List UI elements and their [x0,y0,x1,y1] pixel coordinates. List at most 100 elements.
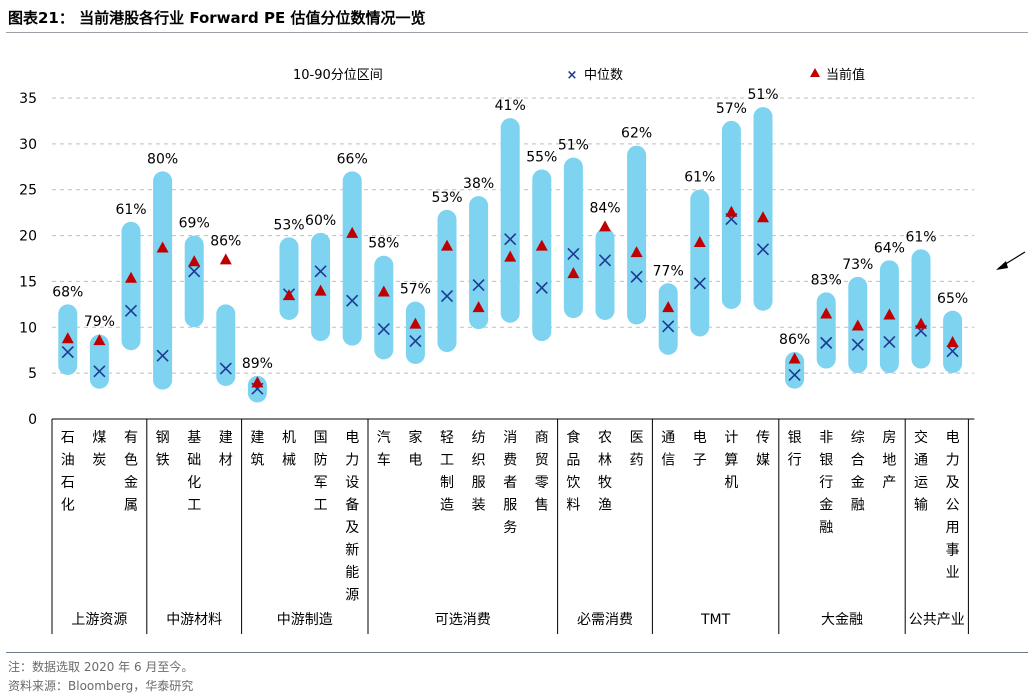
percentile-label: 61% [905,229,936,245]
percentile-label: 65% [937,291,968,307]
percentile-label: 51% [558,138,589,154]
current-marker [567,267,580,279]
percentile-label: 60% [305,213,336,229]
current-marker [725,205,738,217]
current-marker [125,271,137,283]
current-marker [251,376,264,388]
percentile-label: 86% [779,332,810,348]
industry-label: 家电 [408,429,422,469]
industry-label: 农林牧渔 [598,430,612,514]
range-bar [342,171,362,346]
current-marker [630,246,643,258]
industry-label: 非银行金融 [819,430,833,536]
industry-label: 消费者服务 [503,430,517,536]
pointer-arrow-head [996,261,1008,270]
industry-label: 钢铁 [156,430,170,469]
percentile-label: 80% [147,151,178,167]
median-marker [93,365,106,378]
percentile-label: 69% [179,216,210,232]
y-tick-label: 0 [28,412,37,428]
current-marker [915,317,927,329]
range-bar [374,255,394,360]
median-marker [124,304,138,317]
current-marker [314,284,327,296]
range-bar [153,171,173,390]
current-marker [409,317,422,329]
range-bar [627,145,647,325]
industry-label: 银行 [788,430,802,469]
range-bar [437,209,457,353]
y-tick-label: 20 [19,229,37,245]
percentile-label: 55% [526,150,557,166]
industry-label: 机械 [282,430,296,469]
source-note: 资料来源：Bloomberg，华泰研究 [8,679,194,693]
current-marker [377,285,390,297]
footer-divider [6,652,1028,653]
median-marker [156,349,169,362]
group-label: 可选消费 [435,612,491,628]
legend-current-marker [810,68,820,77]
median-marker [820,336,833,349]
current-marker [472,301,485,313]
median-marker [662,320,675,333]
current-marker [219,253,232,265]
percentile-label: 79% [84,314,115,330]
percentile-label: 89% [242,356,273,372]
industry-label: 房地产 [882,430,896,491]
industry-label: 电子 [693,430,707,469]
percentile-label: 41% [495,98,526,114]
percentile-label: 51% [747,87,778,103]
current-marker [188,255,201,267]
current-marker [693,235,706,247]
industry-label: 交通运输 [914,429,928,514]
percentile-label: 62% [621,126,652,142]
percentile-label: 53% [273,217,304,233]
industry-label: 综合金融 [851,430,865,514]
industry-label: 轻工制造 [440,430,454,514]
median-marker [788,368,801,382]
median-marker [188,265,201,278]
industry-label: 汽车 [377,430,391,469]
percentile-label: 64% [874,240,905,256]
industry-label: 计算机 [724,430,738,491]
range-bar [816,292,836,369]
range-bar [121,221,141,351]
figure-title: 图表21： 当前港股各行业 Forward PE 估值分位数情况一览 [8,9,426,27]
industry-label: 传媒 [756,430,770,469]
median-marker [314,265,327,278]
y-tick-label: 35 [19,91,37,107]
legend-median-marker: × [567,68,578,83]
range-bar [563,157,583,319]
legend-label-current: 当前值 [826,67,865,83]
group-label: 中游材料 [166,612,222,628]
median-marker [440,290,454,303]
industry-label: 石油石化 [61,430,75,514]
current-marker [662,301,675,313]
industry-label: 煤炭 [92,430,106,469]
group-label: 上游资源 [71,612,127,628]
range-bar [405,301,425,364]
median-marker [851,338,864,351]
range-bar [911,249,931,369]
range-bar [658,283,678,355]
median-marker [377,323,390,336]
y-tick-label: 25 [19,183,37,199]
figure-header: 图表21： 当前港股各行业 Forward PE 估值分位数情况一览 [0,0,1035,34]
current-marker [504,250,517,262]
median-marker [567,247,580,260]
median-marker [535,281,548,294]
percentile-label: 57% [716,101,747,117]
percentile-label: 84% [589,200,620,216]
industry-label: 国防军工 [314,430,328,514]
current-marker [883,308,896,320]
median-marker [61,345,74,359]
industry-label: 食品饮料 [566,429,580,514]
median-marker [693,277,706,290]
percentile-label: 57% [400,282,431,298]
industry-label: 电力设备及新能源 [345,430,359,604]
current-marker [757,211,769,223]
range-bar [595,228,615,320]
median-marker [946,345,959,358]
percentile-label: 68% [52,284,83,300]
median-marker [219,362,232,375]
